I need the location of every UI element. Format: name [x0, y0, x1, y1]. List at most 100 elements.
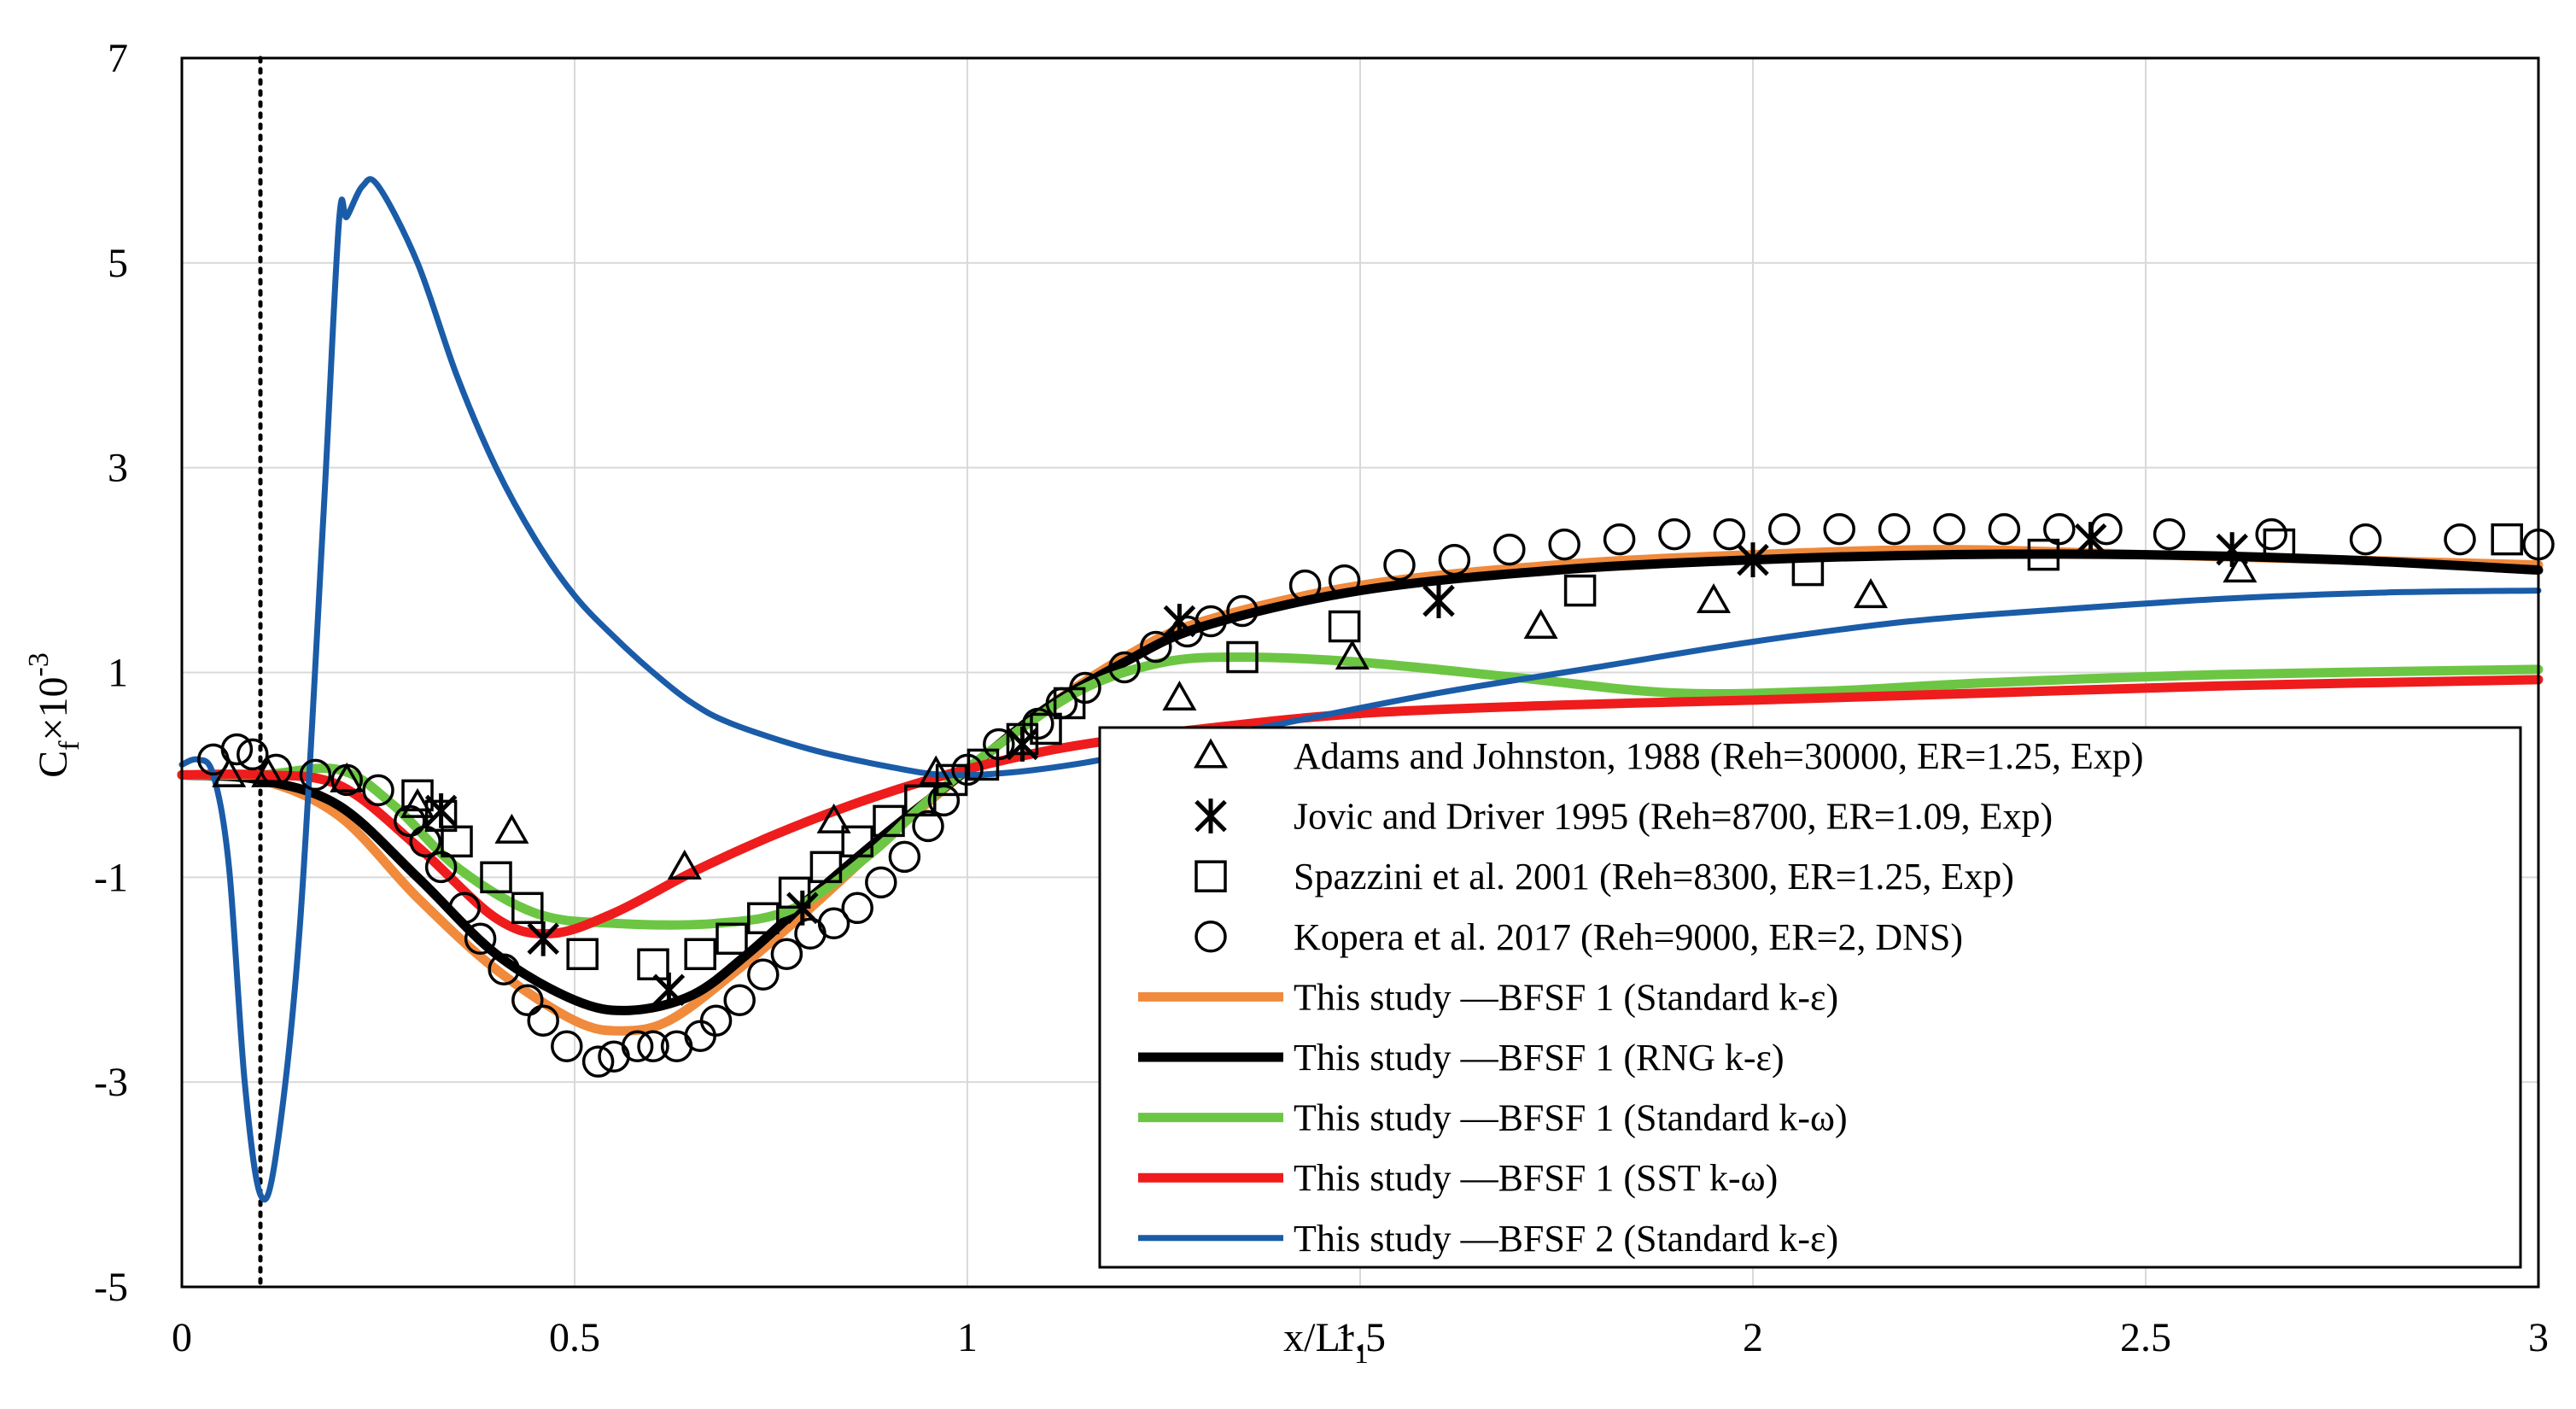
series-2-point: [480, 861, 512, 894]
legend-label: This study —BFSF 1 (Standard k-ω): [1294, 1097, 1848, 1139]
series-3-point: [488, 953, 520, 986]
x-axis-label-sub: 1: [1354, 1338, 1369, 1370]
series-2-point: [566, 938, 599, 971]
series-3-point: [330, 763, 363, 797]
series-3-point: [1069, 671, 1101, 704]
legend-label: This study —BFSF 1 (RNG k-ε): [1294, 1037, 1785, 1079]
y-axis-label-mid: ×10: [31, 676, 76, 740]
legend-label: This study —BFSF 1 (SST k-ω): [1294, 1157, 1778, 1199]
series-0-point: [1162, 680, 1197, 710]
y-tick-label: 7: [108, 36, 128, 81]
series-0-point: [494, 813, 529, 844]
series-3-point: [951, 753, 984, 786]
legend: Adams and Johnston, 1988 (Reh=30000, ER=…: [1098, 726, 2522, 1269]
series-3-point: [621, 1030, 654, 1062]
series-3-point: [527, 1004, 559, 1037]
x-tick-label: 1: [957, 1315, 978, 1360]
y-tick-label: 5: [108, 241, 128, 286]
y-axis-label: Cf×10-3: [23, 652, 85, 778]
series-3-point: [2153, 517, 2186, 551]
series-3-point: [699, 1004, 733, 1037]
legend-entry: Jovic and Driver 1995 (Reh=8700, ER=1.09…: [1195, 796, 2053, 838]
series-3-point: [511, 984, 544, 1016]
series-2-point: [809, 851, 843, 884]
series-3-point: [299, 758, 332, 792]
legend-label: Adams and Johnston, 1988 (Reh=30000, ER=…: [1294, 735, 2144, 777]
series-3-point: [1195, 605, 1227, 638]
x-tick-label: 3: [2528, 1315, 2549, 1360]
y-tick-label: 1: [108, 651, 128, 696]
series-2-point: [716, 922, 748, 956]
series-3-point: [2255, 517, 2287, 551]
series-2-point: [1030, 712, 1062, 745]
series-0-point: [1696, 583, 1732, 614]
series-3-point: [747, 958, 780, 991]
series-2-point: [441, 825, 473, 858]
series-2-point: [684, 938, 716, 971]
series-0-point: [1523, 609, 1558, 640]
series-3-point: [1823, 512, 1855, 546]
legend-label: Spazzini et al. 2001 (Reh=8300, ER=1.25,…: [1294, 856, 2014, 897]
x-tick-label: 1.5: [1335, 1315, 1386, 1360]
y-axis-label-main: C: [31, 751, 76, 778]
series-3-point: [1438, 543, 1471, 576]
tick-labels: 0 0.5 1 1.5 2 2.5 3 7 5 3 1 -1 -3 -5: [94, 36, 2549, 1360]
series-2-point: [841, 825, 873, 858]
x-tick-label: 0: [172, 1315, 192, 1360]
series-2-point: [1226, 640, 1259, 674]
legend-entry: This study —BFSF 1 (Standard k-ε): [1138, 976, 1838, 1018]
series-3-point: [1988, 512, 2021, 546]
scatter-series-group: [197, 512, 2555, 1078]
series-3-point: [1045, 687, 1078, 720]
series-3-point: [2090, 512, 2123, 546]
y-tick-label: -3: [94, 1060, 128, 1105]
y-axis-label-sup: -3: [23, 652, 55, 676]
series-0-point: [1853, 578, 1889, 609]
legend-label: This study —BFSF 2 (Standard k-ε): [1294, 1218, 1838, 1260]
series-3-point: [1933, 512, 1966, 546]
series-2-point: [747, 902, 780, 935]
legend-entry: Kopera et al. 2017 (Reh=9000, ER=2, DNS): [1195, 916, 1963, 958]
series-3-point: [2043, 512, 2076, 546]
series-3-point: [927, 784, 961, 817]
series-3-point: [1603, 523, 1636, 556]
series-3-point: [817, 907, 850, 940]
series-line-8: [178, 176, 2542, 1203]
legend-entry: This study —BFSF 1 (Standard k-ω): [1138, 1097, 1848, 1139]
series-2-point: [873, 804, 905, 838]
series-0-point: [330, 762, 365, 792]
series-3-point: [888, 840, 921, 874]
y-tick-label: -1: [94, 855, 128, 900]
series-2-point: [935, 763, 968, 797]
legend-label: This study —BFSF 1 (Standard k-ε): [1294, 976, 1838, 1018]
y-tick-label: -5: [94, 1265, 128, 1310]
series-2-point: [2491, 523, 2523, 556]
series-3-point: [841, 892, 873, 925]
series-0-point: [2223, 552, 2258, 583]
legend-label: Kopera et al. 2017 (Reh=9000, ER=2, DNS): [1294, 916, 1963, 958]
series-3-point: [1658, 517, 1691, 551]
series-3-point: [1108, 651, 1141, 684]
series-2-point: [1563, 574, 1597, 607]
series-3-point: [220, 733, 254, 766]
series-0-point: [1335, 639, 1370, 670]
legend-swatch-marker: [1195, 798, 1227, 833]
series-3-point: [723, 984, 756, 1016]
series-3-point: [1878, 512, 1911, 546]
legend-swatch-marker: [1195, 921, 1227, 953]
series-1-point: [1163, 604, 1196, 639]
x-tick-label: 0.5: [549, 1315, 600, 1360]
legend-swatch-marker: [1195, 860, 1227, 892]
series-3-point: [551, 1030, 583, 1062]
series-1-point: [2216, 532, 2248, 567]
x-axis-label: x/Lr1: [1283, 1315, 1369, 1370]
x-axis-label-main: x/Lr: [1283, 1315, 1354, 1360]
series-1-point: [1737, 542, 1769, 577]
series-3-point: [1493, 533, 1526, 566]
legend-entry: This study —BFSF 1 (RNG k-ε): [1138, 1037, 1785, 1079]
legend-entry: Adams and Johnston, 1988 (Reh=30000, ER=…: [1193, 735, 2144, 777]
series-3-point: [1022, 707, 1054, 740]
series-3-point: [409, 825, 441, 858]
series-3-point: [637, 1030, 669, 1062]
